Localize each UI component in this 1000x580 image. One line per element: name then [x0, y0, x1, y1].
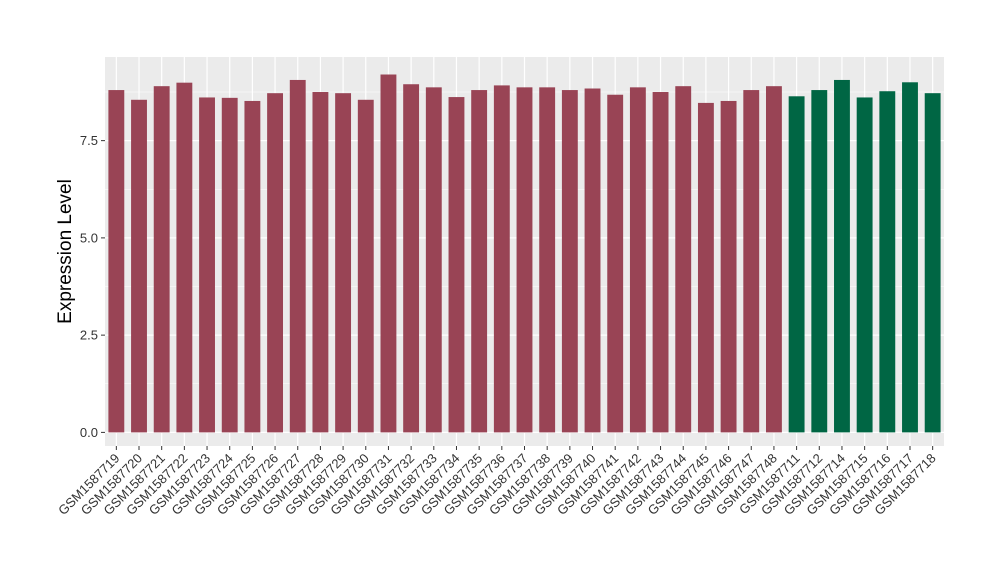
bar-GSM1587717	[902, 82, 918, 433]
bar-GSM1587737	[516, 87, 533, 433]
bar-GSM1587725	[244, 100, 261, 433]
bar-GSM1587735	[471, 90, 488, 433]
bar-GSM1587745	[697, 102, 714, 433]
bar-GSM1587716	[879, 91, 896, 433]
bar-GSM1587739	[561, 90, 578, 433]
bar-GSM1587742	[629, 87, 646, 433]
bars	[108, 74, 941, 433]
bar-GSM1587724	[221, 97, 238, 433]
bar-GSM1587728	[312, 92, 329, 433]
bar-GSM1587732	[403, 84, 420, 433]
bar-GSM1587743	[652, 92, 669, 433]
bar-GSM1587736	[493, 85, 510, 433]
bar-GSM1587727	[289, 79, 306, 433]
bar-GSM1587746	[720, 100, 737, 433]
y-axis-title: Expression Level	[55, 179, 76, 324]
y-tick-label: 5.0	[80, 230, 98, 245]
bar-GSM1587729	[335, 93, 352, 433]
bar-GSM1587747	[743, 90, 760, 433]
bar-GSM1587722	[176, 82, 193, 433]
bar-GSM1587723	[199, 97, 215, 433]
bar-GSM1587738	[539, 87, 556, 433]
y-tick-label: 0.0	[80, 425, 98, 440]
bar-GSM1587719	[108, 90, 125, 433]
bar-GSM1587721	[153, 86, 170, 433]
bar-GSM1587720	[131, 99, 147, 433]
x-axis: GSM1587719GSM1587720GSM1587721GSM1587722…	[55, 446, 939, 518]
bar-GSM1587714	[834, 79, 850, 433]
bar-GSM1587741	[607, 94, 624, 433]
bar-GSM1587726	[267, 93, 284, 433]
bar-GSM1587744	[675, 86, 692, 433]
bar-GSM1587730	[357, 99, 374, 433]
bar-GSM1587712	[811, 90, 828, 433]
bar-GSM1587740	[584, 88, 601, 433]
bar-GSM1587733	[425, 87, 442, 433]
bar-GSM1587748	[765, 86, 782, 433]
bar-GSM1587718	[924, 93, 941, 433]
y-axis: 0.0 2.5 5.0 7.5	[80, 133, 105, 440]
y-tick-label: 7.5	[80, 133, 98, 148]
bar-GSM1587715	[856, 97, 873, 433]
y-tick-label: 2.5	[80, 328, 98, 343]
bar-GSM1587734	[448, 97, 465, 433]
bar-GSM1587731	[380, 74, 397, 433]
bar-GSM1587711	[788, 96, 805, 433]
